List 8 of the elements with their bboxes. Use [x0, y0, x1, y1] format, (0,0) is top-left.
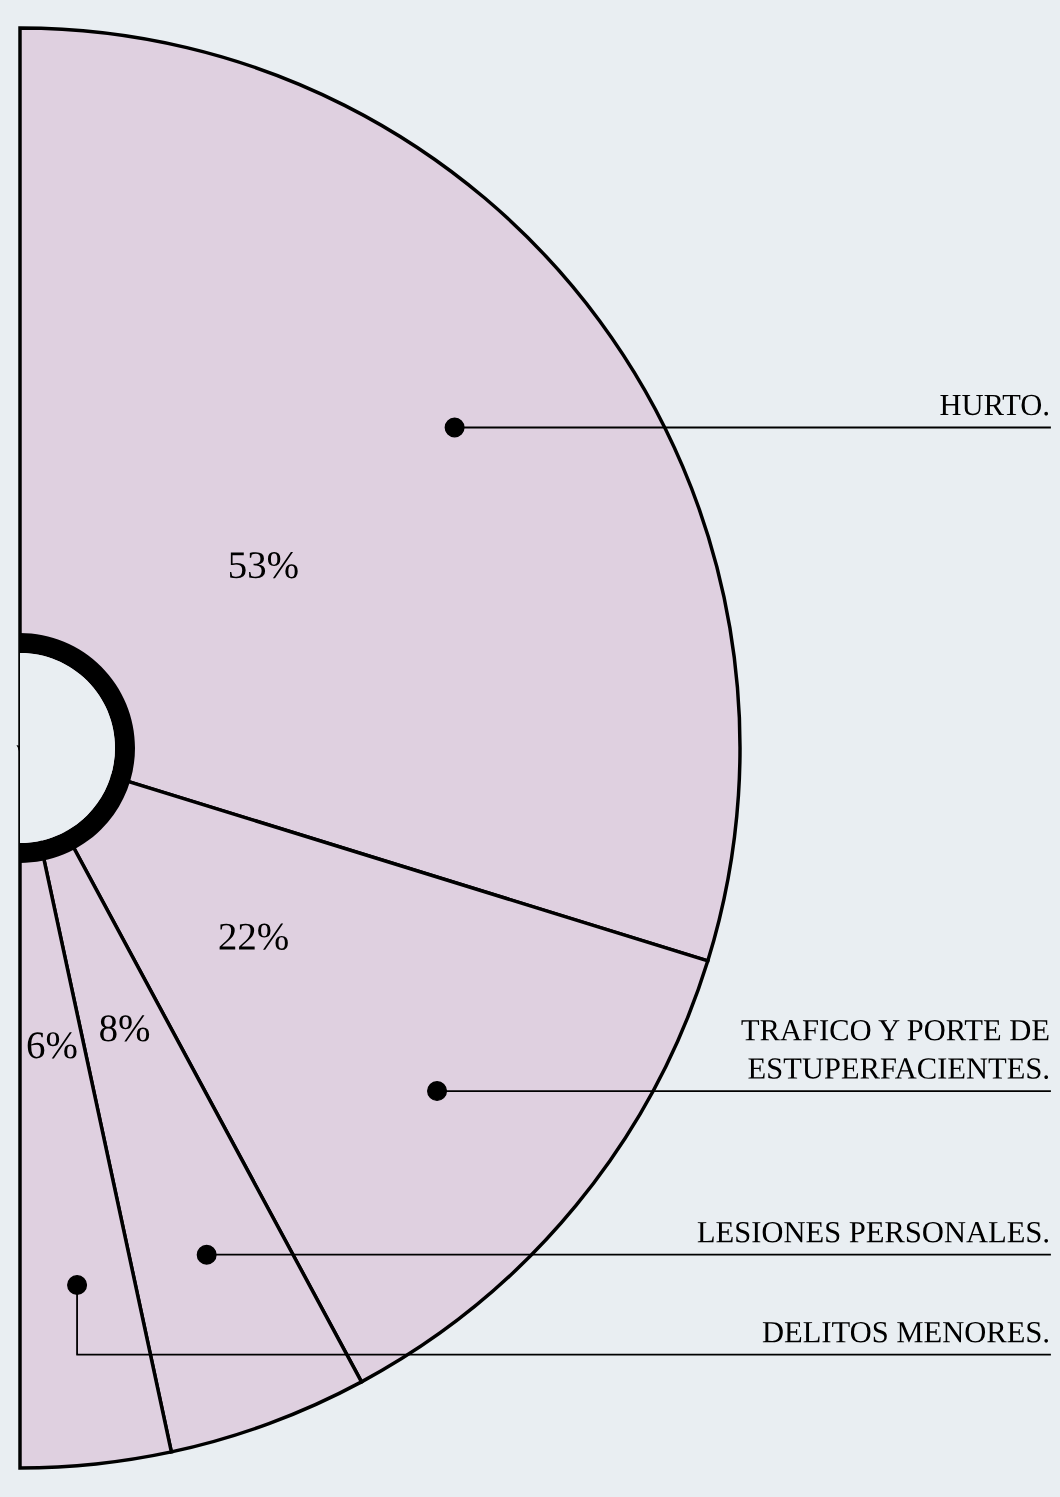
data-label: 22%	[219, 923, 288, 950]
slice-label: LESIONES PERSONALES.	[697, 1221, 1048, 1243]
slice-label: HURTO.	[940, 394, 1048, 416]
data-label: 53%	[230, 552, 298, 579]
slice-label: TRAFICO Y PORTE DE ESTUPERFACIENTES.	[741, 1019, 1049, 1079]
data-label: 8%	[100, 1015, 150, 1042]
data-label: 6%	[27, 1032, 77, 1059]
slice-label: DELITOS MENORES.	[762, 1321, 1048, 1343]
